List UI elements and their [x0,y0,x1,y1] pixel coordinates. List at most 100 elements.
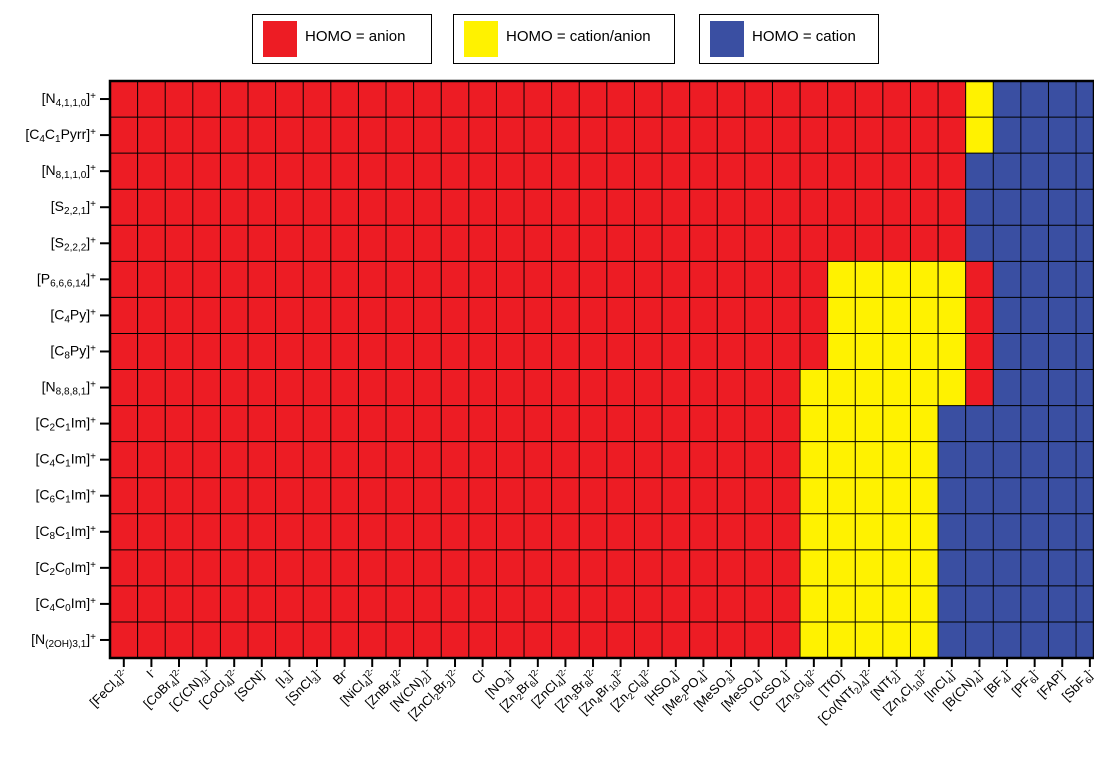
heatmap-cell [303,189,332,226]
heatmap-cell [524,549,552,587]
heatmap-cell [441,621,470,659]
heatmap-cell [524,81,552,118]
heatmap-cell [965,441,994,478]
heatmap-cell [689,441,718,478]
heatmap-cell [993,369,1022,406]
heatmap-cell [248,513,276,551]
heatmap-cell [137,513,166,551]
heatmap-cell [496,621,525,659]
heatmap-cell [827,189,856,226]
heatmap-cell [800,189,828,226]
heatmap-cell [1048,477,1077,515]
heatmap-cell [855,405,884,442]
legend-label-anion: HOMO = anion [305,28,406,45]
heatmap-cell [1076,549,1094,587]
heatmap-cell [1048,405,1077,442]
legend-swatch-cation [710,21,744,57]
heatmap-cell [800,513,828,551]
heatmap-cell [275,81,304,118]
heatmap-cell [965,297,994,334]
heatmap-cell [800,297,828,334]
heatmap-cell [689,477,718,515]
heatmap-cell [441,333,470,370]
heatmap-cell [910,297,939,334]
heatmap-cell [192,549,221,587]
heatmap-cell [165,333,194,370]
heatmap-cell [882,477,911,515]
heatmap-cell [551,621,580,659]
y-tick-label: [N(2OH)3,1]+ [31,631,96,650]
heatmap-cell [275,441,304,478]
heatmap-cell [413,621,442,659]
heatmap-cell [882,369,911,406]
heatmap-cell [330,585,359,623]
heatmap-cell [192,153,221,190]
heatmap-cell [524,333,552,370]
heatmap-cell [882,333,911,370]
heatmap-cell [579,585,608,623]
heatmap-cell [689,405,718,442]
heatmap-cell [993,153,1022,190]
heatmap-cell [248,81,276,118]
heatmap-cell [689,117,718,154]
heatmap-cell [358,513,387,551]
heatmap-cell [827,585,856,623]
heatmap-cell [551,189,580,226]
heatmap-cell [965,81,994,118]
heatmap-cell [110,513,138,551]
heatmap-cell [855,585,884,623]
heatmap-cell [993,477,1022,515]
heatmap-cell [413,441,442,478]
heatmap-cell [910,81,939,118]
heatmap-cell [772,261,801,298]
heatmap-cell [744,81,773,118]
heatmap-cell [303,621,332,659]
heatmap-cell [330,225,359,262]
heatmap-cell [551,585,580,623]
heatmap-cell [827,297,856,334]
heatmap-cell [827,333,856,370]
heatmap-cell [910,549,939,587]
heatmap-cell [192,189,221,226]
heatmap-cell [441,81,470,118]
heatmap-cell [882,405,911,442]
heatmap-cell [855,441,884,478]
heatmap-cell [330,333,359,370]
heatmap-cell [330,81,359,118]
heatmap-cell [717,117,746,154]
heatmap-cell [275,189,304,226]
heatmap-cell [524,297,552,334]
heatmap-cell [689,333,718,370]
heatmap-cell [496,441,525,478]
heatmap-cell [662,405,690,442]
heatmap-cell [689,549,718,587]
heatmap-cell [993,81,1022,118]
heatmap-cell [137,585,166,623]
heatmap-cell [330,549,359,587]
heatmap-cell [551,441,580,478]
heatmap-cell [965,261,994,298]
heatmap-cell [358,225,387,262]
heatmap-cell [413,261,442,298]
heatmap-cell [1020,621,1049,659]
heatmap-cell [358,405,387,442]
heatmap-cell [938,189,966,226]
heatmap-cell [800,585,828,623]
heatmap-cell [1076,405,1094,442]
heatmap-cell [717,441,746,478]
heatmap-cell [965,621,994,659]
heatmap-cell [689,81,718,118]
y-tick-label: [C8C1Im]+ [35,523,96,542]
heatmap-cell [386,513,414,551]
heatmap-cell [551,261,580,298]
heatmap-cell [248,441,276,478]
heatmap-cell [827,621,856,659]
heatmap-cell [496,477,525,515]
heatmap-cell [827,261,856,298]
heatmap-cell [634,405,663,442]
heatmap-cell [606,261,635,298]
heatmap-cell [1076,333,1094,370]
heatmap-cell [772,621,801,659]
heatmap-cell [772,477,801,515]
heatmap-cell [192,477,221,515]
